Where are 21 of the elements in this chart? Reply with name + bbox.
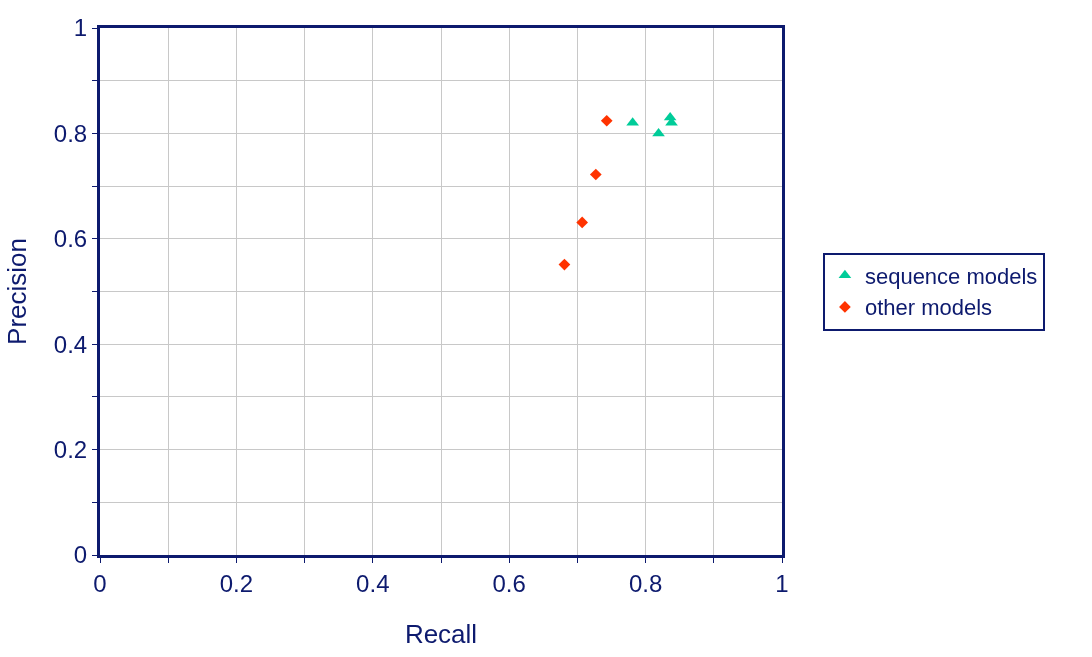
point bbox=[652, 127, 665, 137]
legend-label: sequence models bbox=[864, 263, 1038, 289]
x-tick-label: 0.4 bbox=[356, 569, 390, 597]
x-tick-label: 0 bbox=[93, 569, 107, 597]
y-tick-label: 0.8 bbox=[53, 119, 88, 147]
y-tick-label: 1 bbox=[73, 14, 88, 42]
y-tick-label: 0.2 bbox=[53, 436, 88, 463]
y-tick-label: 0.6 bbox=[53, 225, 88, 253]
x-tick-label: 0.6 bbox=[492, 569, 526, 597]
x-tick-label: 0.8 bbox=[628, 569, 663, 597]
legend-label: other models bbox=[864, 295, 993, 321]
point bbox=[558, 258, 571, 271]
y-tick-label: 0.4 bbox=[53, 330, 88, 358]
x-tick-label: 0.2 bbox=[219, 569, 254, 597]
point bbox=[576, 216, 589, 229]
x-tick-label: 1 bbox=[775, 569, 789, 597]
x-axis-title: Recall bbox=[404, 619, 478, 650]
y-tick-label: 0 bbox=[73, 541, 88, 569]
point bbox=[589, 168, 602, 181]
y-axis-title: Precision bbox=[2, 238, 33, 345]
point bbox=[600, 114, 613, 127]
